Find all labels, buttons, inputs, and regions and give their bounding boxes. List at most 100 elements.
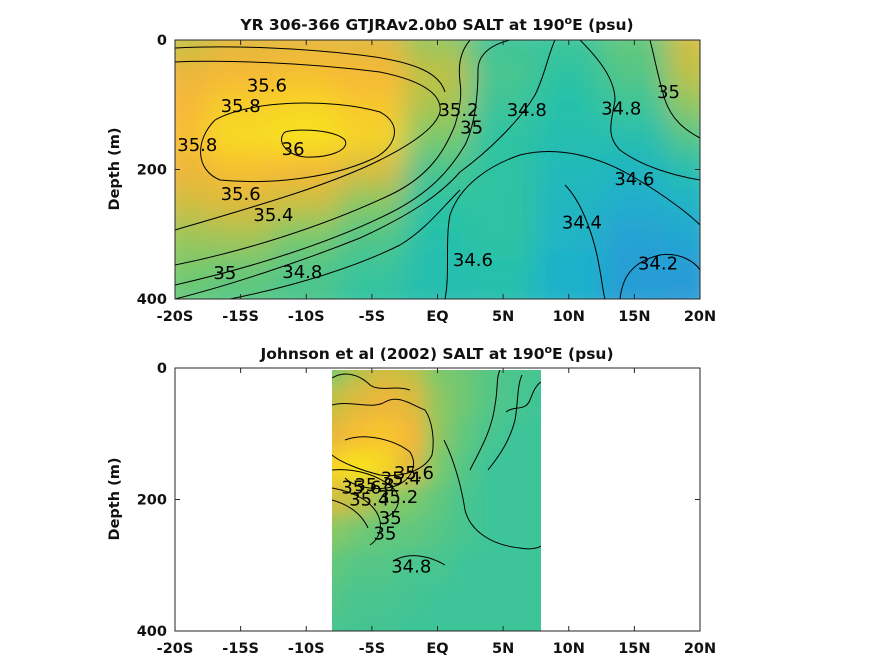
- heatmap-cell: [273, 88, 340, 122]
- heatmap-cell: [273, 153, 340, 187]
- heatmap-cell: [450, 370, 478, 385]
- heatmap-cell: [345, 384, 373, 418]
- heatmap-cell: [424, 548, 452, 583]
- heatmap-cell: [529, 614, 541, 631]
- contour-line: [332, 499, 369, 529]
- heatmap-cell: [667, 185, 700, 219]
- y-tick-label: 400: [137, 624, 167, 640]
- heatmap-cell: [503, 370, 530, 385]
- heatmap-cell: [398, 417, 425, 451]
- heatmap-cell: [424, 450, 452, 484]
- contour-label: 35.6: [247, 75, 287, 96]
- contour-label: 35: [460, 117, 483, 138]
- heatmap-cell: [470, 282, 537, 299]
- heatmap-cell: [345, 450, 373, 484]
- x-tick-label: 10N: [553, 641, 585, 656]
- heatmap-cell: [601, 56, 668, 90]
- x-tick-label: -5S: [359, 309, 386, 325]
- x-tick-label: EQ: [426, 641, 448, 656]
- heatmap-cell: [371, 515, 399, 550]
- y-tick-label: 0: [157, 33, 167, 49]
- heatmap-cell: [332, 581, 347, 616]
- heatmap-cell: [503, 450, 530, 484]
- contour-label: 35.8: [221, 96, 261, 117]
- heatmap-cell: [345, 417, 373, 451]
- contour-line: [281, 129, 347, 158]
- heatmap-cell: [503, 483, 530, 517]
- contour-line: [469, 370, 501, 471]
- panel-2-heatmap: [332, 370, 541, 631]
- heatmap-cell: [404, 56, 471, 90]
- heatmap-cell: [529, 483, 541, 517]
- heatmap-cell: [470, 120, 537, 154]
- heatmap-cell: [175, 40, 209, 57]
- heatmap-cell: [207, 120, 274, 154]
- heatmap-cell: [667, 153, 700, 187]
- contour-line: [579, 40, 700, 181]
- heatmap-cell: [207, 185, 274, 219]
- heatmap-cell: [450, 417, 478, 451]
- heatmap-cell: [339, 218, 406, 251]
- heatmap-cell: [529, 417, 541, 451]
- heatmap-cell: [470, 250, 537, 284]
- x-tick-label: 20N: [684, 641, 716, 656]
- heatmap-cell: [476, 483, 504, 517]
- contour-line: [332, 373, 411, 391]
- heatmap-cell: [404, 153, 471, 187]
- heatmap-cell: [339, 120, 406, 154]
- heatmap-cell: [601, 120, 668, 154]
- contour-line: [444, 151, 700, 299]
- heatmap-cell: [398, 614, 425, 631]
- heatmap-cell: [476, 417, 504, 451]
- heatmap-cell: [535, 153, 603, 187]
- heatmap-cell: [404, 120, 471, 154]
- panel-1-contours: [175, 40, 700, 299]
- heatmap-cell: [476, 614, 504, 631]
- y-tick-label: 0: [157, 361, 167, 377]
- heatmap-cell: [345, 515, 373, 550]
- heatmap-cell: [470, 218, 537, 251]
- heatmap-cell: [535, 56, 603, 90]
- contour-label: 36: [282, 139, 305, 160]
- heatmap-cell: [345, 614, 373, 631]
- contour-label: 35: [374, 524, 397, 545]
- x-tick-label: -20S: [157, 641, 194, 656]
- heatmap-cell: [535, 120, 603, 154]
- contour-line: [344, 436, 414, 489]
- heatmap-cell: [529, 548, 541, 583]
- x-tick-label: -10S: [288, 641, 325, 656]
- contour-label: 34.4: [562, 213, 602, 234]
- contour-line: [175, 40, 556, 299]
- contour-label: 34.6: [453, 250, 493, 271]
- heatmap-cell: [175, 153, 209, 187]
- heatmap-cell: [667, 40, 700, 57]
- heatmap-cell: [332, 483, 347, 517]
- heatmap-cell: [535, 282, 603, 299]
- x-tick-label: 15N: [618, 641, 650, 656]
- heatmap-cell: [207, 153, 274, 187]
- contour-line: [175, 60, 441, 231]
- heatmap-cell: [470, 40, 537, 57]
- contour-label: 35.2: [438, 100, 478, 121]
- heatmap-cell: [450, 614, 478, 631]
- heatmap-cell: [345, 548, 373, 583]
- heatmap-cell: [535, 88, 603, 122]
- contour-line: [649, 40, 700, 139]
- heatmap-cell: [450, 483, 478, 517]
- heatmap-cell: [470, 88, 537, 122]
- heatmap-cell: [371, 384, 399, 418]
- contour-label: 35: [213, 263, 236, 284]
- x-tick-label: 20N: [684, 309, 716, 325]
- heatmap-cell: [667, 250, 700, 284]
- heatmap-cell: [450, 581, 478, 616]
- heatmap-cell: [175, 250, 209, 284]
- contour-line: [175, 40, 511, 286]
- heatmap-cell: [371, 548, 399, 583]
- panel-2-contours: [332, 370, 541, 566]
- contour-line: [229, 189, 461, 299]
- heatmap-cell: [450, 384, 478, 418]
- heatmap-cell: [371, 581, 399, 616]
- panel-1-y-axis-label: Depth (m): [107, 128, 123, 211]
- heatmap-cell: [339, 56, 406, 90]
